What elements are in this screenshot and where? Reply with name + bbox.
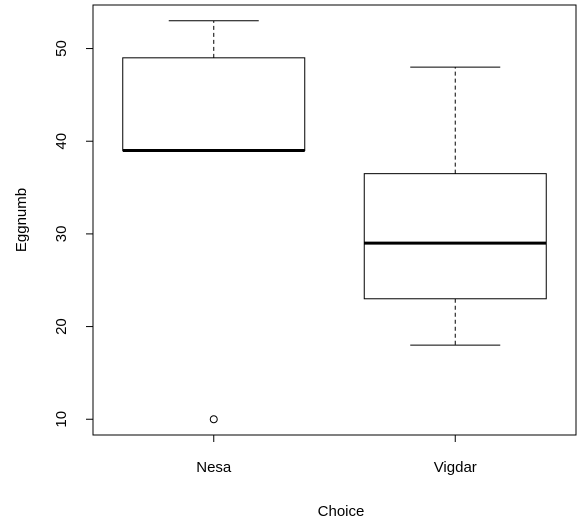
x-tick-label: Vigdar bbox=[434, 459, 477, 476]
box-nesa bbox=[122, 20, 306, 424]
x-axis-title: Choice bbox=[318, 503, 365, 520]
y-axis-title: Eggnumb bbox=[13, 188, 30, 252]
outlier-point bbox=[209, 415, 218, 424]
boxes bbox=[122, 20, 547, 424]
y-tick-label: 20 bbox=[53, 318, 70, 335]
x-axis: Nesa Vigdar bbox=[196, 435, 477, 476]
iqr-box bbox=[363, 173, 547, 300]
y-tick-label: 40 bbox=[53, 133, 70, 150]
iqr-box bbox=[122, 57, 306, 151]
y-tick-label: 50 bbox=[53, 40, 70, 57]
x-tick-label: Nesa bbox=[196, 459, 232, 476]
box-vigdar bbox=[363, 66, 547, 346]
y-tick-label: 10 bbox=[53, 411, 70, 428]
y-tick-label: 30 bbox=[53, 226, 70, 243]
y-axis: 10 20 30 40 50 bbox=[53, 40, 94, 428]
